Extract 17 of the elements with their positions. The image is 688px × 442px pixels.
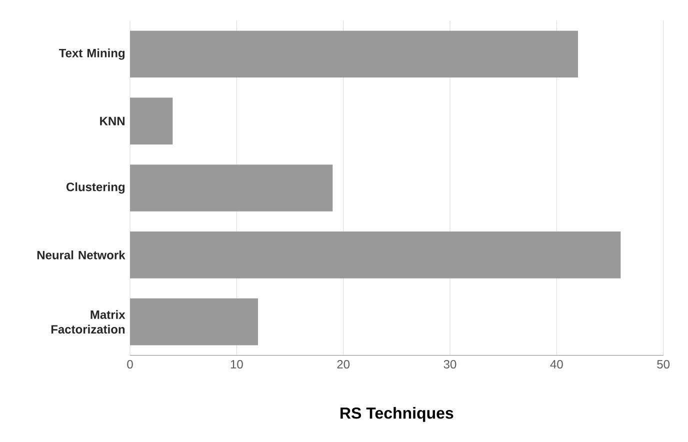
x-tick-label: 0	[127, 360, 133, 369]
bar	[130, 98, 173, 144]
x-axis-title: RS Techniques	[340, 407, 454, 422]
y-tick-label: Neural Network	[37, 250, 126, 260]
bar	[130, 232, 621, 278]
y-tick-label: Text Mining	[58, 48, 124, 60]
x-tick-label: 20	[337, 360, 350, 369]
y-tick-label: Clustering	[66, 182, 124, 194]
x-tick-label: 10	[230, 360, 243, 369]
bar	[130, 164, 333, 212]
y-tick-label: KNN	[100, 116, 124, 126]
x-tick-label: 50	[657, 360, 670, 369]
x-tick-label: 40	[550, 360, 563, 369]
y-tick-label: Matrix Factorization	[51, 310, 126, 334]
x-tick-label: 30	[444, 360, 456, 369]
bar	[130, 30, 578, 78]
bar	[130, 298, 258, 346]
